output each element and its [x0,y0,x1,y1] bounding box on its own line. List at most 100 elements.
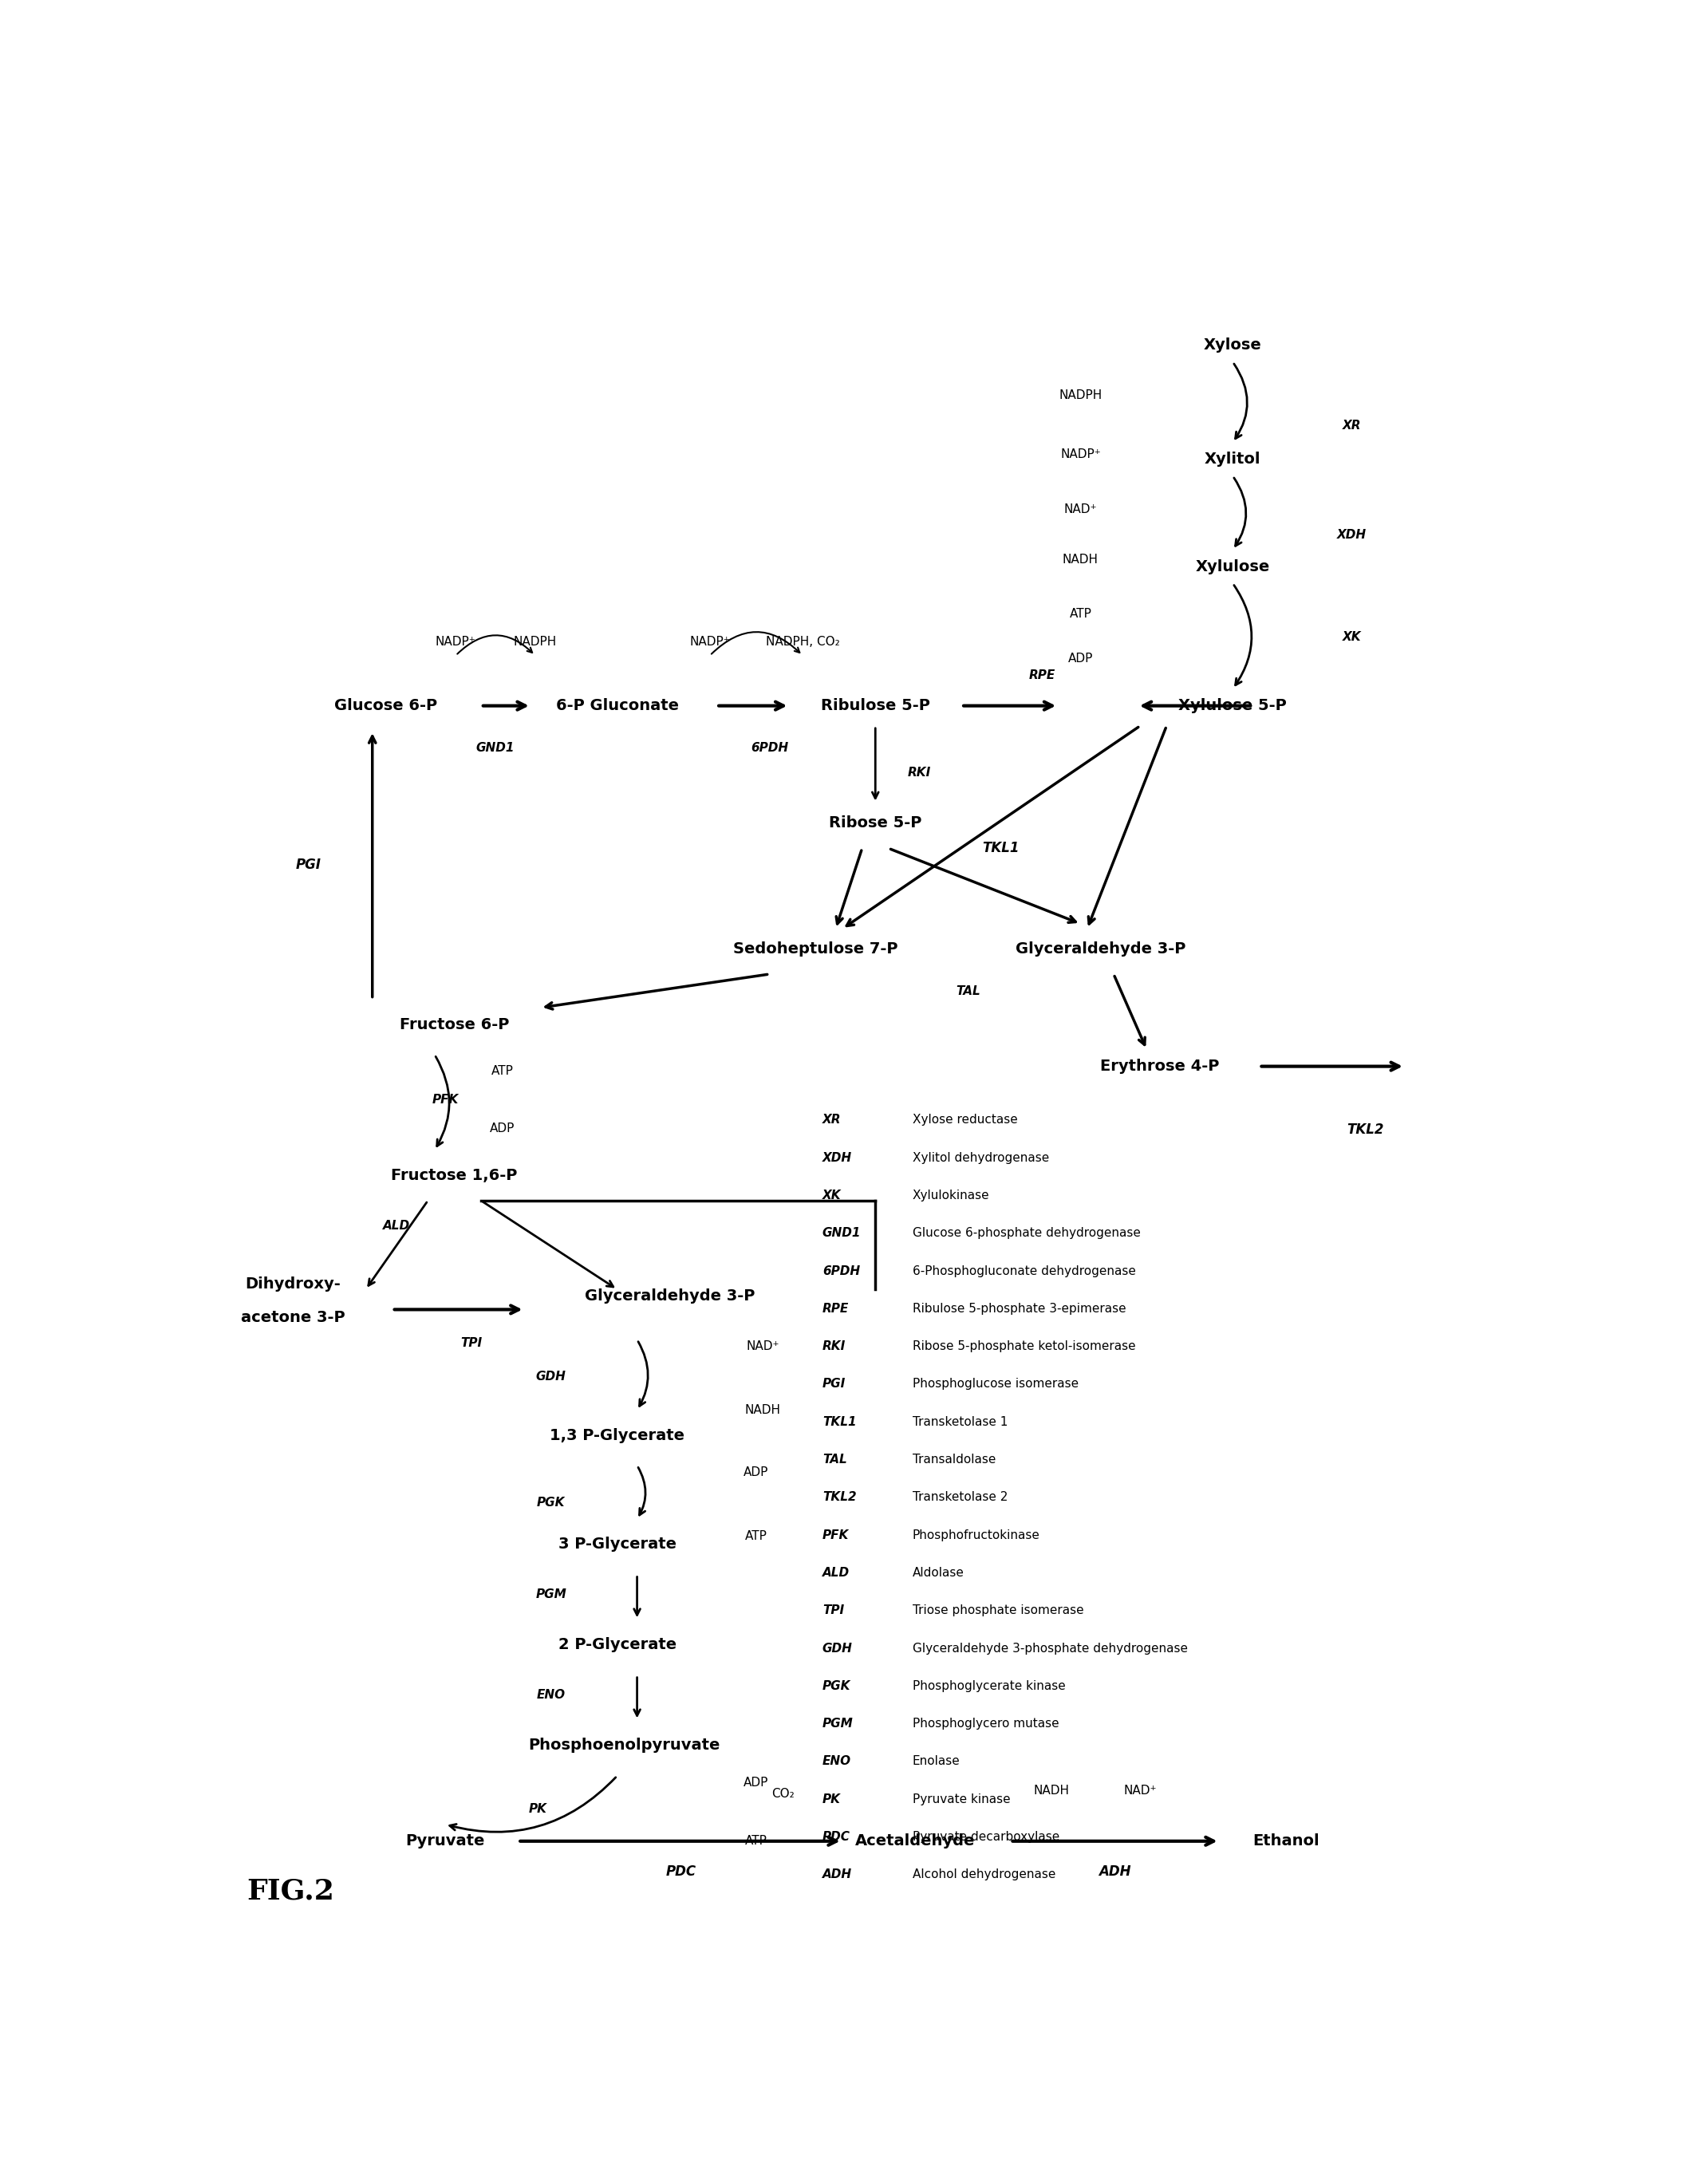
Text: Transketolase 2: Transketolase 2 [912,1492,1008,1503]
Text: GND1: GND1 [477,743,514,754]
Text: GND1: GND1 [823,1226,861,1239]
Text: PGK: PGK [536,1496,565,1509]
Text: XDH: XDH [823,1152,852,1163]
Text: RKI: RKI [907,767,931,780]
Text: Pyruvate decarboxylase: Pyruvate decarboxylase [912,1832,1059,1843]
Text: Pyruvate kinase: Pyruvate kinase [912,1792,1009,1806]
Text: GDH: GDH [823,1642,852,1655]
Text: NAD⁺: NAD⁺ [1124,1784,1156,1797]
Text: RKI: RKI [823,1339,845,1353]
Text: GDH: GDH [536,1370,565,1383]
Text: ATP: ATP [1069,608,1091,619]
Text: ALD: ALD [823,1566,849,1579]
Text: PFK: PFK [432,1093,458,1106]
Text: TKL1: TKL1 [982,841,1020,856]
Text: Phosphofructokinase: Phosphofructokinase [912,1529,1040,1542]
Text: 1,3 P-Glycerate: 1,3 P-Glycerate [550,1429,685,1442]
Text: XDH: XDH [1337,529,1366,540]
Text: Xylose reductase: Xylose reductase [912,1113,1018,1126]
Text: Pyruvate: Pyruvate [405,1834,485,1849]
Text: Phosphoglucose isomerase: Phosphoglucose isomerase [912,1379,1078,1390]
Text: ATP: ATP [490,1065,512,1078]
Text: Xylose: Xylose [1204,338,1262,353]
Text: PGI: PGI [295,858,321,871]
Text: NADP⁺: NADP⁺ [690,636,729,649]
Text: XK: XK [823,1189,842,1202]
Text: ADP: ADP [743,1777,769,1788]
Text: XR: XR [823,1113,840,1126]
Text: PGM: PGM [536,1588,567,1601]
Text: Triose phosphate isomerase: Triose phosphate isomerase [912,1605,1083,1616]
Text: Erythrose 4-P: Erythrose 4-P [1100,1059,1220,1074]
Text: Phosphoglycerate kinase: Phosphoglycerate kinase [912,1679,1066,1692]
Text: PFK: PFK [823,1529,849,1542]
Text: NADPH: NADPH [1059,390,1102,401]
Text: Transketolase 1: Transketolase 1 [912,1416,1008,1429]
Text: RPE: RPE [823,1302,849,1316]
Text: PGI: PGI [823,1379,845,1390]
Text: PDC: PDC [823,1832,851,1843]
Text: Fructose 6-P: Fructose 6-P [400,1017,509,1032]
Text: XR: XR [1342,420,1361,431]
Text: TPI: TPI [823,1605,844,1616]
Text: ADP: ADP [743,1466,769,1479]
Text: Glucose 6-phosphate dehydrogenase: Glucose 6-phosphate dehydrogenase [912,1226,1141,1239]
Text: Glyceraldehyde 3-phosphate dehydrogenase: Glyceraldehyde 3-phosphate dehydrogenase [912,1642,1187,1655]
Text: Ribulose 5-phosphate 3-epimerase: Ribulose 5-phosphate 3-epimerase [912,1302,1126,1316]
Text: ENO: ENO [823,1755,851,1769]
Text: TKL2: TKL2 [1346,1124,1383,1137]
Text: RPE: RPE [1028,669,1056,682]
Text: NADP⁺: NADP⁺ [436,636,477,649]
Text: Transaldolase: Transaldolase [912,1453,996,1466]
Text: Sedoheptulose 7-P: Sedoheptulose 7-P [733,941,898,956]
Text: Ethanol: Ethanol [1252,1834,1319,1849]
Text: ATP: ATP [745,1836,767,1847]
Text: Xylulokinase: Xylulokinase [912,1189,989,1202]
Text: XK: XK [1342,632,1361,643]
Text: NADH: NADH [745,1405,781,1416]
Text: 6-Phosphogluconate dehydrogenase: 6-Phosphogluconate dehydrogenase [912,1265,1136,1276]
Text: Alcohol dehydrogenase: Alcohol dehydrogenase [912,1869,1056,1880]
Text: Xylulose: Xylulose [1196,560,1271,575]
Text: ENO: ENO [536,1690,565,1701]
Text: NADPH: NADPH [514,636,557,649]
Text: ADH: ADH [1098,1864,1131,1877]
Text: Fructose 1,6-P: Fructose 1,6-P [391,1167,518,1183]
Text: Ribulose 5-P: Ribulose 5-P [822,699,929,714]
Text: 2 P-Glycerate: 2 P-Glycerate [559,1638,676,1653]
Text: NAD⁺: NAD⁺ [746,1339,779,1353]
Text: PDC: PDC [666,1864,695,1877]
Text: Phosphoenolpyruvate: Phosphoenolpyruvate [528,1738,719,1753]
Text: NADH: NADH [1062,553,1098,566]
Text: PK: PK [823,1792,840,1806]
Text: Glyceraldehyde 3-P: Glyceraldehyde 3-P [1015,941,1185,956]
Text: 6PDH: 6PDH [823,1265,861,1276]
Text: Acetaldehyde: Acetaldehyde [856,1834,975,1849]
Text: Ribose 5-phosphate ketol-isomerase: Ribose 5-phosphate ketol-isomerase [912,1339,1136,1353]
Text: NAD⁺: NAD⁺ [1064,503,1097,516]
Text: PGK: PGK [823,1679,851,1692]
Text: NADP⁺: NADP⁺ [1061,449,1100,460]
Text: ALD: ALD [383,1220,410,1231]
Text: Xylulose 5-P: Xylulose 5-P [1179,699,1286,714]
Text: FIG.2: FIG.2 [246,1877,335,1906]
Text: TAL: TAL [956,984,980,998]
Text: ADH: ADH [823,1869,852,1880]
Text: Dihydroxy-: Dihydroxy- [246,1276,340,1292]
Text: acetone 3-P: acetone 3-P [241,1311,345,1326]
Text: Glyceraldehyde 3-P: Glyceraldehyde 3-P [586,1289,755,1305]
Text: Xylitol dehydrogenase: Xylitol dehydrogenase [912,1152,1049,1163]
Text: Phosphoglycero mutase: Phosphoglycero mutase [912,1718,1059,1729]
Text: TKL1: TKL1 [823,1416,856,1429]
Text: NADH: NADH [1033,1784,1069,1797]
Text: 6-P Gluconate: 6-P Gluconate [555,699,678,714]
Text: TKL2: TKL2 [823,1492,856,1503]
Text: ATP: ATP [745,1529,767,1542]
Text: NADPH, CO₂: NADPH, CO₂ [765,636,840,649]
Text: Glucose 6-P: Glucose 6-P [335,699,437,714]
Text: PGM: PGM [823,1718,854,1729]
Text: ADP: ADP [490,1122,514,1135]
Text: 3 P-Glycerate: 3 P-Glycerate [559,1538,676,1553]
Text: CO₂: CO₂ [772,1788,794,1801]
Text: TPI: TPI [461,1337,482,1348]
